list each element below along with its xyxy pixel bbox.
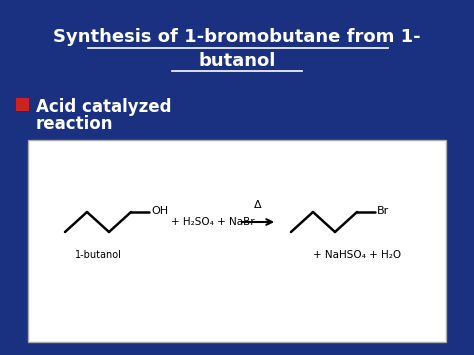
Text: Synthesis of 1-bromobutane from 1-: Synthesis of 1-bromobutane from 1-: [53, 28, 421, 46]
Text: 1-butanol: 1-butanol: [74, 250, 121, 260]
Text: reaction: reaction: [36, 115, 113, 133]
Text: Acid catalyzed: Acid catalyzed: [36, 98, 172, 116]
Text: + NaHSO₄ + H₂O: + NaHSO₄ + H₂O: [313, 250, 401, 260]
Bar: [16, 98, 29, 111]
Text: + H₂SO₄ + NaBr: + H₂SO₄ + NaBr: [171, 217, 255, 227]
Text: Br: Br: [377, 206, 389, 216]
Text: Δ: Δ: [254, 200, 262, 210]
Bar: [28, 140, 446, 342]
Text: OH: OH: [151, 206, 168, 216]
Text: butanol: butanol: [198, 52, 276, 70]
